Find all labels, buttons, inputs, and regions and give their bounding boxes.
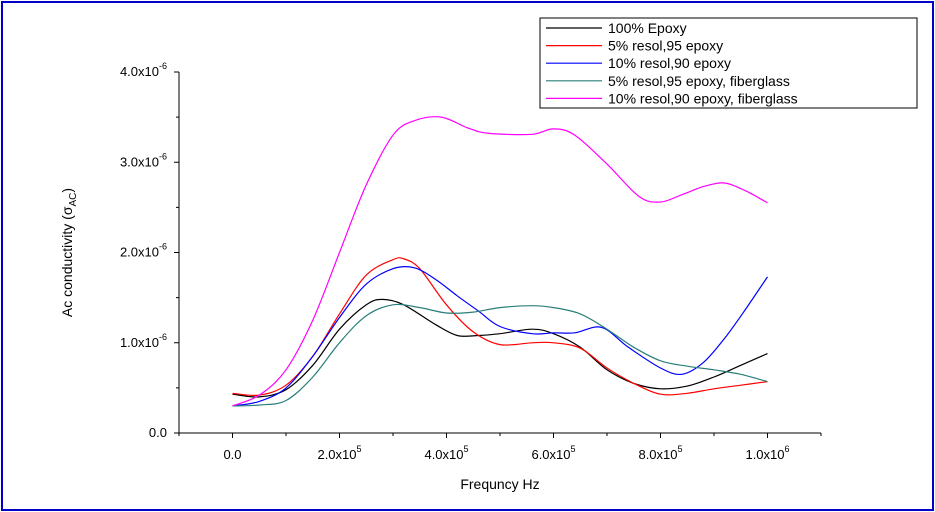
legend-label: 5% resol,95 epoxy bbox=[608, 38, 723, 54]
y-tick-label: 1.0x10-6 bbox=[120, 332, 167, 350]
legend-item: 100% Epoxy bbox=[546, 20, 687, 36]
x-tick-label: 8.0x105 bbox=[638, 444, 682, 462]
legend-item: 5% resol,95 epoxy bbox=[546, 38, 723, 54]
y-tick-label: 2.0x10-6 bbox=[120, 242, 167, 260]
y-axis-label-subscript: AC bbox=[68, 193, 79, 207]
axes: 0.0 1.0x10-6 2.0x10-6 3.0x10-6 4.0x10-6 0.0 2… bbox=[120, 61, 822, 462]
legend-label: 100% Epoxy bbox=[608, 20, 687, 36]
y-tick-label: 4.0x10-6 bbox=[120, 61, 167, 79]
legend-item: 10% resol,90 epoxy bbox=[546, 55, 731, 71]
series-layer bbox=[232, 116, 768, 407]
series-line-100-epoxy bbox=[232, 298, 768, 398]
line-chart: 0.0 1.0x10-6 2.0x10-6 3.0x10-6 4.0x10-6 0.0 2… bbox=[59, 17, 918, 492]
series-line-10-resol-90-epoxy bbox=[232, 265, 768, 407]
y-axis-label: Ac conductivity (σAC) bbox=[59, 188, 79, 317]
legend-item: 10% resol,90 epoxy, fiberglass bbox=[546, 90, 798, 106]
y-axis-label-main: Ac conductivity (σ bbox=[59, 206, 75, 317]
x-axis-label: Frequncy Hz bbox=[460, 476, 539, 492]
x-tick-label: 2.0x105 bbox=[317, 444, 361, 462]
x-axis-ticks: 0.0 2.0x105 4.0x105 6.0x105 8.0x105 1.0x106 bbox=[178, 433, 822, 462]
y-tick-label: 3.0x10-6 bbox=[120, 151, 167, 169]
legend-box bbox=[539, 17, 918, 109]
x-tick-label: 6.0x105 bbox=[531, 444, 575, 462]
x-tick-label: 0.0 bbox=[223, 447, 241, 462]
x-tick-label: 4.0x105 bbox=[424, 444, 468, 462]
legend-label: 5% resol,95 epoxy, fiberglass bbox=[608, 73, 790, 89]
y-axis-label-close: ) bbox=[59, 188, 75, 193]
x-tick-label: 1.0x106 bbox=[745, 444, 789, 462]
legend-label: 10% resol,90 epoxy bbox=[608, 55, 731, 71]
series-line-5-resol-95-epoxy bbox=[232, 257, 768, 397]
series-line-10-resol-90-epoxy-fiberglass bbox=[232, 116, 768, 407]
y-axis-ticks: 0.0 1.0x10-6 2.0x10-6 3.0x10-6 4.0x10-6 bbox=[120, 61, 179, 440]
legend-label: 10% resol,90 epoxy, fiberglass bbox=[608, 90, 798, 106]
y-tick-label: 0.0 bbox=[149, 425, 167, 440]
legend-item: 5% resol,95 epoxy, fiberglass bbox=[546, 73, 790, 89]
series-line-5-resol-95-epoxy-fiberglass bbox=[232, 303, 768, 407]
